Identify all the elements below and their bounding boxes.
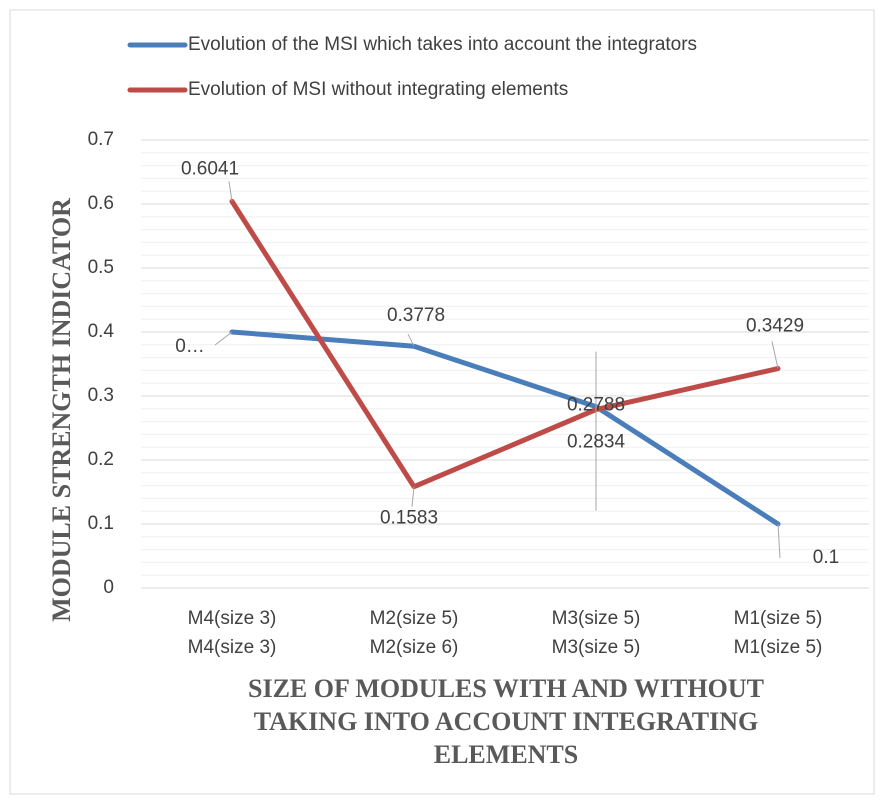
data-label: 0.1	[813, 547, 839, 568]
y-tick-label: 0.2	[88, 449, 114, 470]
leader-line	[214, 331, 233, 346]
x-tick-label: M2(size 6)	[370, 637, 459, 658]
leader-line	[407, 333, 415, 347]
y-tick-label: 0.5	[88, 257, 114, 278]
data-label: 0.2834	[567, 432, 626, 453]
x-tick-label: M3(size 5)	[552, 608, 641, 629]
y-tick-label: 0.1	[88, 513, 114, 534]
data-label: 0.6041	[181, 158, 239, 179]
leader-line	[411, 486, 415, 507]
y-tick-label: 0.4	[88, 321, 115, 342]
y-tick-label: 0.6	[88, 193, 114, 214]
x-tick-label: M4(size 3)	[188, 637, 277, 658]
legend-label: Evolution of MSI without integrating ele…	[188, 79, 568, 100]
leader-line	[771, 341, 779, 369]
data-label: 0.1583	[380, 508, 438, 529]
y-axis-title: MODULE STRENGTH INDICATOR	[47, 198, 76, 622]
leader-line	[228, 181, 233, 202]
y-tick-label: 0.7	[88, 129, 114, 150]
x-axis-title: SIZE OF MODULES WITH AND WITHOUT TAKING …	[247, 674, 765, 769]
data-label: 0.3778	[387, 305, 445, 326]
x-tick-label: M3(size 5)	[552, 637, 641, 658]
x-tick-label: M1(size 5)	[734, 608, 823, 629]
legend-label: Evolution of the MSI which takes into ac…	[188, 34, 697, 55]
x-tick-label: M2(size 5)	[370, 608, 459, 629]
chart-border	[9, 9, 875, 795]
y-tick-label: 0	[103, 577, 114, 598]
series-line	[229, 329, 781, 527]
series-line	[229, 198, 781, 490]
data-label: 0…	[175, 336, 205, 357]
leader-line	[777, 523, 781, 559]
data-label: 0.3429	[746, 316, 804, 337]
x-tick-label: M4(size 3)	[188, 608, 277, 629]
y-tick-label: 0.3	[88, 385, 114, 406]
data-label: 0.2788	[567, 395, 625, 416]
x-tick-label: M1(size 5)	[734, 637, 823, 658]
